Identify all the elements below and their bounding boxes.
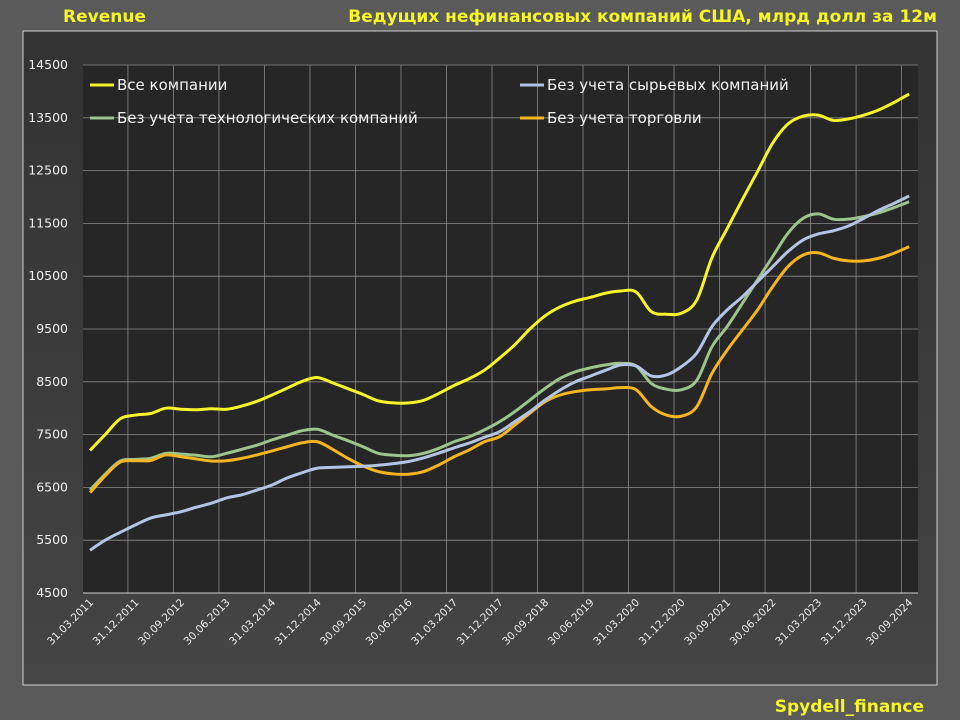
y-tick-label: 14500 (28, 57, 68, 72)
series-line-3 (88, 245, 910, 494)
watermark: Spydell_finance (775, 697, 924, 717)
y-tick-label: 12500 (28, 163, 68, 178)
y-tick-label: 5500 (36, 532, 68, 547)
legend-label: Без учета технологических компаний (117, 109, 418, 127)
chart-title: Ведущих нефинансовых компаний США, млрд … (348, 7, 937, 27)
y-tick-label: 6500 (36, 479, 68, 494)
left-title: Revenue (63, 7, 146, 27)
y-tick-label: 7500 (36, 427, 68, 442)
y-tick-label: 8500 (36, 374, 68, 389)
series-lines (88, 92, 910, 552)
y-tick-label: 11500 (28, 215, 68, 230)
legend-label: Все компании (117, 76, 227, 94)
y-tick-label: 9500 (36, 321, 68, 336)
series-line-1 (89, 194, 910, 552)
gridlines (83, 64, 918, 594)
series-line-0 (88, 92, 910, 452)
series-line-2 (88, 200, 910, 492)
y-tick-label: 13500 (28, 110, 68, 125)
legend-label: Без учета сырьевых компаний (547, 76, 789, 94)
legend-label: Без учета торговли (547, 109, 702, 127)
legend: Все компании Без учета сырьевых компаний Б… (90, 76, 789, 127)
y-axis: 4500 5500 6500 7500 8500 9500 10500 11500 12500 1… (28, 57, 68, 600)
y-tick-label: 10500 (28, 268, 68, 283)
y-tick-label: 4500 (36, 585, 68, 600)
